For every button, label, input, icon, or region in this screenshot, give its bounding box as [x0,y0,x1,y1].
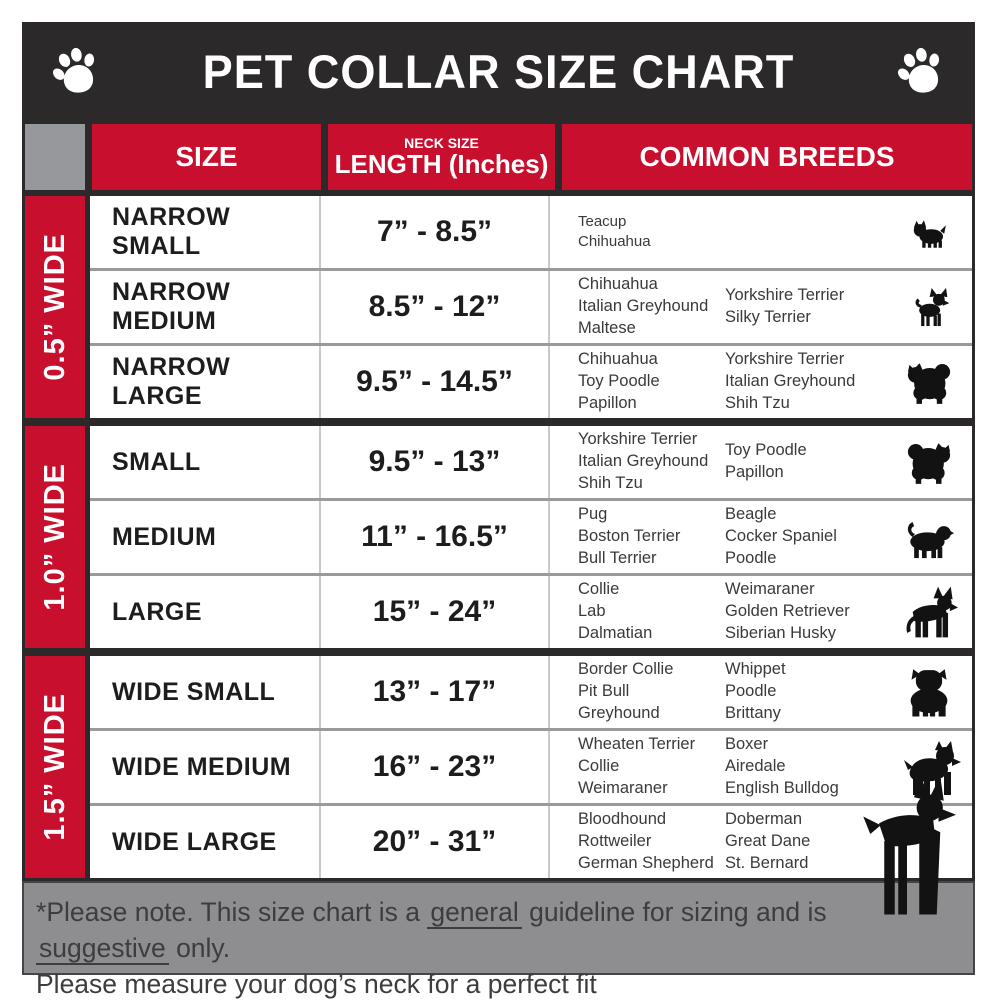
width-band-1-0: 1.0” WIDE [25,426,85,648]
breeds-column-left: Teacup Chihuahua [578,213,651,250]
neck-length-cell: 20” - 31” [321,806,550,878]
length-inches-label: LENGTH (Inches) [334,148,549,179]
breeds-cell: Chihuahua Italian Greyhound Maltese York… [550,271,972,343]
bulldog-dog-icon [885,664,972,720]
breeds-column-left: Chihuahua Toy Poodle Papillon [578,350,660,412]
size-cell: NARROW SMALL [90,196,321,268]
size-cell: WIDE MEDIUM [90,731,321,803]
column-header-size: SIZE [92,124,321,190]
table-row: WIDE LARGE 20” - 31” Bloodhound Rottweil… [90,776,972,915]
breeds-cell: Pug Boston Terrier Bull Terrier Beagle C… [550,501,972,573]
underlined-word-suggestive: suggestive [36,932,169,965]
page-title: PET COLLAR SIZE CHART [202,45,795,98]
table-row: WIDE SMALL 13” - 17” Border Collie Pit B… [90,656,972,728]
paw-print-icon-left [43,39,109,105]
breeds-cell: Yorkshire Terrier Italian Greyhound Shih… [550,426,972,498]
column-header-common-breeds: COMMON BREEDS [562,124,972,190]
neck-length-cell: 9.5” - 14.5” [321,346,550,418]
neck-length-cell: 8.5” - 12” [321,271,550,343]
neck-length-cell: 7” - 8.5” [321,196,550,268]
pomeranian-dog-icon [885,357,972,407]
size-cell: MEDIUM [90,501,321,573]
breeds-cell: Collie Lab Dalmatian Weimaraner Golden R… [550,576,972,648]
breeds-column-left: Collie Lab Dalmatian [578,580,653,642]
width-group-1-0: 1.0” WIDE SMALL 9.5” - 13” Yorkshire Ter… [25,426,972,648]
chihuahua-dog-icon [885,286,972,328]
footer-line-2: Please measure your dog’s neck for a per… [36,968,597,999]
table-row: SMALL 9.5” - 13” Yorkshire Terrier Itali… [90,426,972,498]
shih-tzu-dog-icon [885,437,972,487]
breeds-column-right: Boxer Airedale English Bulldog [725,735,839,797]
footer-text: only. [168,932,231,963]
size-cell: NARROW MEDIUM [90,271,321,343]
breeds-column-left: Yorkshire Terrier Italian Greyhound Shih… [578,430,709,492]
breeds-column-right: Toy Poodle Papillon [725,441,807,481]
breeds-cell: Border Collie Pit Bull Greyhound Whippet… [550,656,972,728]
table-row: LARGE 15” - 24” Collie Lab Dalmatian Wei… [90,576,972,648]
width-band-label: 1.5” WIDE [38,693,71,841]
width-band-1-5: 1.5” WIDE [25,656,85,878]
size-cell: SMALL [90,426,321,498]
breeds-cell: Wheaten Terrier Collie Weimaraner Boxer … [550,731,972,803]
table-row: MEDIUM 11” - 16.5” Pug Boston Terrier Bu… [90,501,972,573]
column-header-neck-size: NECK SIZE LENGTH (Inches) [328,124,555,190]
breeds-cell: Bloodhound Rottweiler German Shepherd Do… [550,776,972,915]
size-cell: WIDE SMALL [90,656,321,728]
neck-size-label: NECK SIZE [404,135,479,151]
width-band-label: 1.0” WIDE [38,463,71,611]
size-cell: LARGE [90,576,321,648]
yorkie-dog-icon [885,214,972,250]
table-row: WIDE MEDIUM 16” - 23” Wheaten Terrier Co… [90,731,972,803]
size-cell: WIDE LARGE [90,806,321,878]
table-row: NARROW MEDIUM 8.5” - 12” Chihuahua Itali… [90,271,972,343]
breeds-cell: Teacup Chihuahua [550,196,972,268]
width-group-0-5: 0.5” WIDE NARROW SMALL 7” - 8.5” Teacup … [25,196,972,418]
beagle-dog-icon [885,512,972,562]
neck-length-cell: 9.5” - 13” [321,426,550,498]
breeds-column-left: Pug Boston Terrier Bull Terrier [578,505,681,567]
title-bar: PET COLLAR SIZE CHART [22,22,975,121]
breeds-cell: Chihuahua Toy Poodle Papillon Yorkshire … [550,346,972,418]
footer-line-1: *Please note. This size chart is a gener… [36,895,961,967]
table-row: NARROW SMALL 7” - 8.5” Teacup Chihuahua [90,196,972,268]
neck-length-cell: 11” - 16.5” [321,501,550,573]
table-header-row: SIZE NECK SIZE LENGTH (Inches) COMMON BR… [25,124,972,190]
size-cell: NARROW LARGE [90,346,321,418]
corner-cell [25,124,85,190]
neck-length-cell: 16” - 23” [321,731,550,803]
breeds-column-right: Yorkshire Terrier Silky Terrier [725,286,845,326]
footer-text: guideline for sizing and is [521,897,835,927]
underlined-word-general: general [427,897,522,929]
breeds-column-right: Doberman Great Dane St. Bernard [725,810,811,872]
breeds-column-left: Chihuahua Italian Greyhound Maltese [578,275,709,337]
pit-bull-dog-icon [885,735,972,799]
breeds-column-left: Border Collie Pit Bull Greyhound [578,660,674,722]
paw-print-icon-right [888,39,954,105]
width-band-label: 0.5” WIDE [38,233,71,381]
width-group-1-5: 1.5” WIDE WIDE SMALL 13” - 17” Border Co… [25,656,972,915]
width-band-0-5: 0.5” WIDE [25,196,85,418]
neck-length-cell: 13” - 17” [321,656,550,728]
breeds-column-right: Whippet Poodle Brittany [725,660,786,722]
breeds-column-right: Weimaraner Golden Retriever Siberian Hus… [725,580,850,642]
breeds-column-right: Yorkshire Terrier Italian Greyhound Shih… [725,350,856,412]
breeds-column-left: Wheaten Terrier Collie Weimaraner [578,735,696,797]
table-row: NARROW LARGE 9.5” - 14.5” Chihuahua Toy … [90,346,972,418]
doberman-dog-icon [844,774,956,922]
breeds-column-left: Bloodhound Rottweiler German Shepherd [578,810,714,872]
breeds-column-right: Beagle Cocker Spaniel Poodle [725,505,837,567]
footer-note: *Please note. This size chart is a gener… [22,881,975,999]
size-chart-table: SIZE NECK SIZE LENGTH (Inches) COMMON BR… [22,121,975,915]
footer-text: *Please note. This size chart is a [36,897,428,927]
shepherd-dog-icon [885,583,972,641]
neck-length-cell: 15” - 24” [321,576,550,648]
